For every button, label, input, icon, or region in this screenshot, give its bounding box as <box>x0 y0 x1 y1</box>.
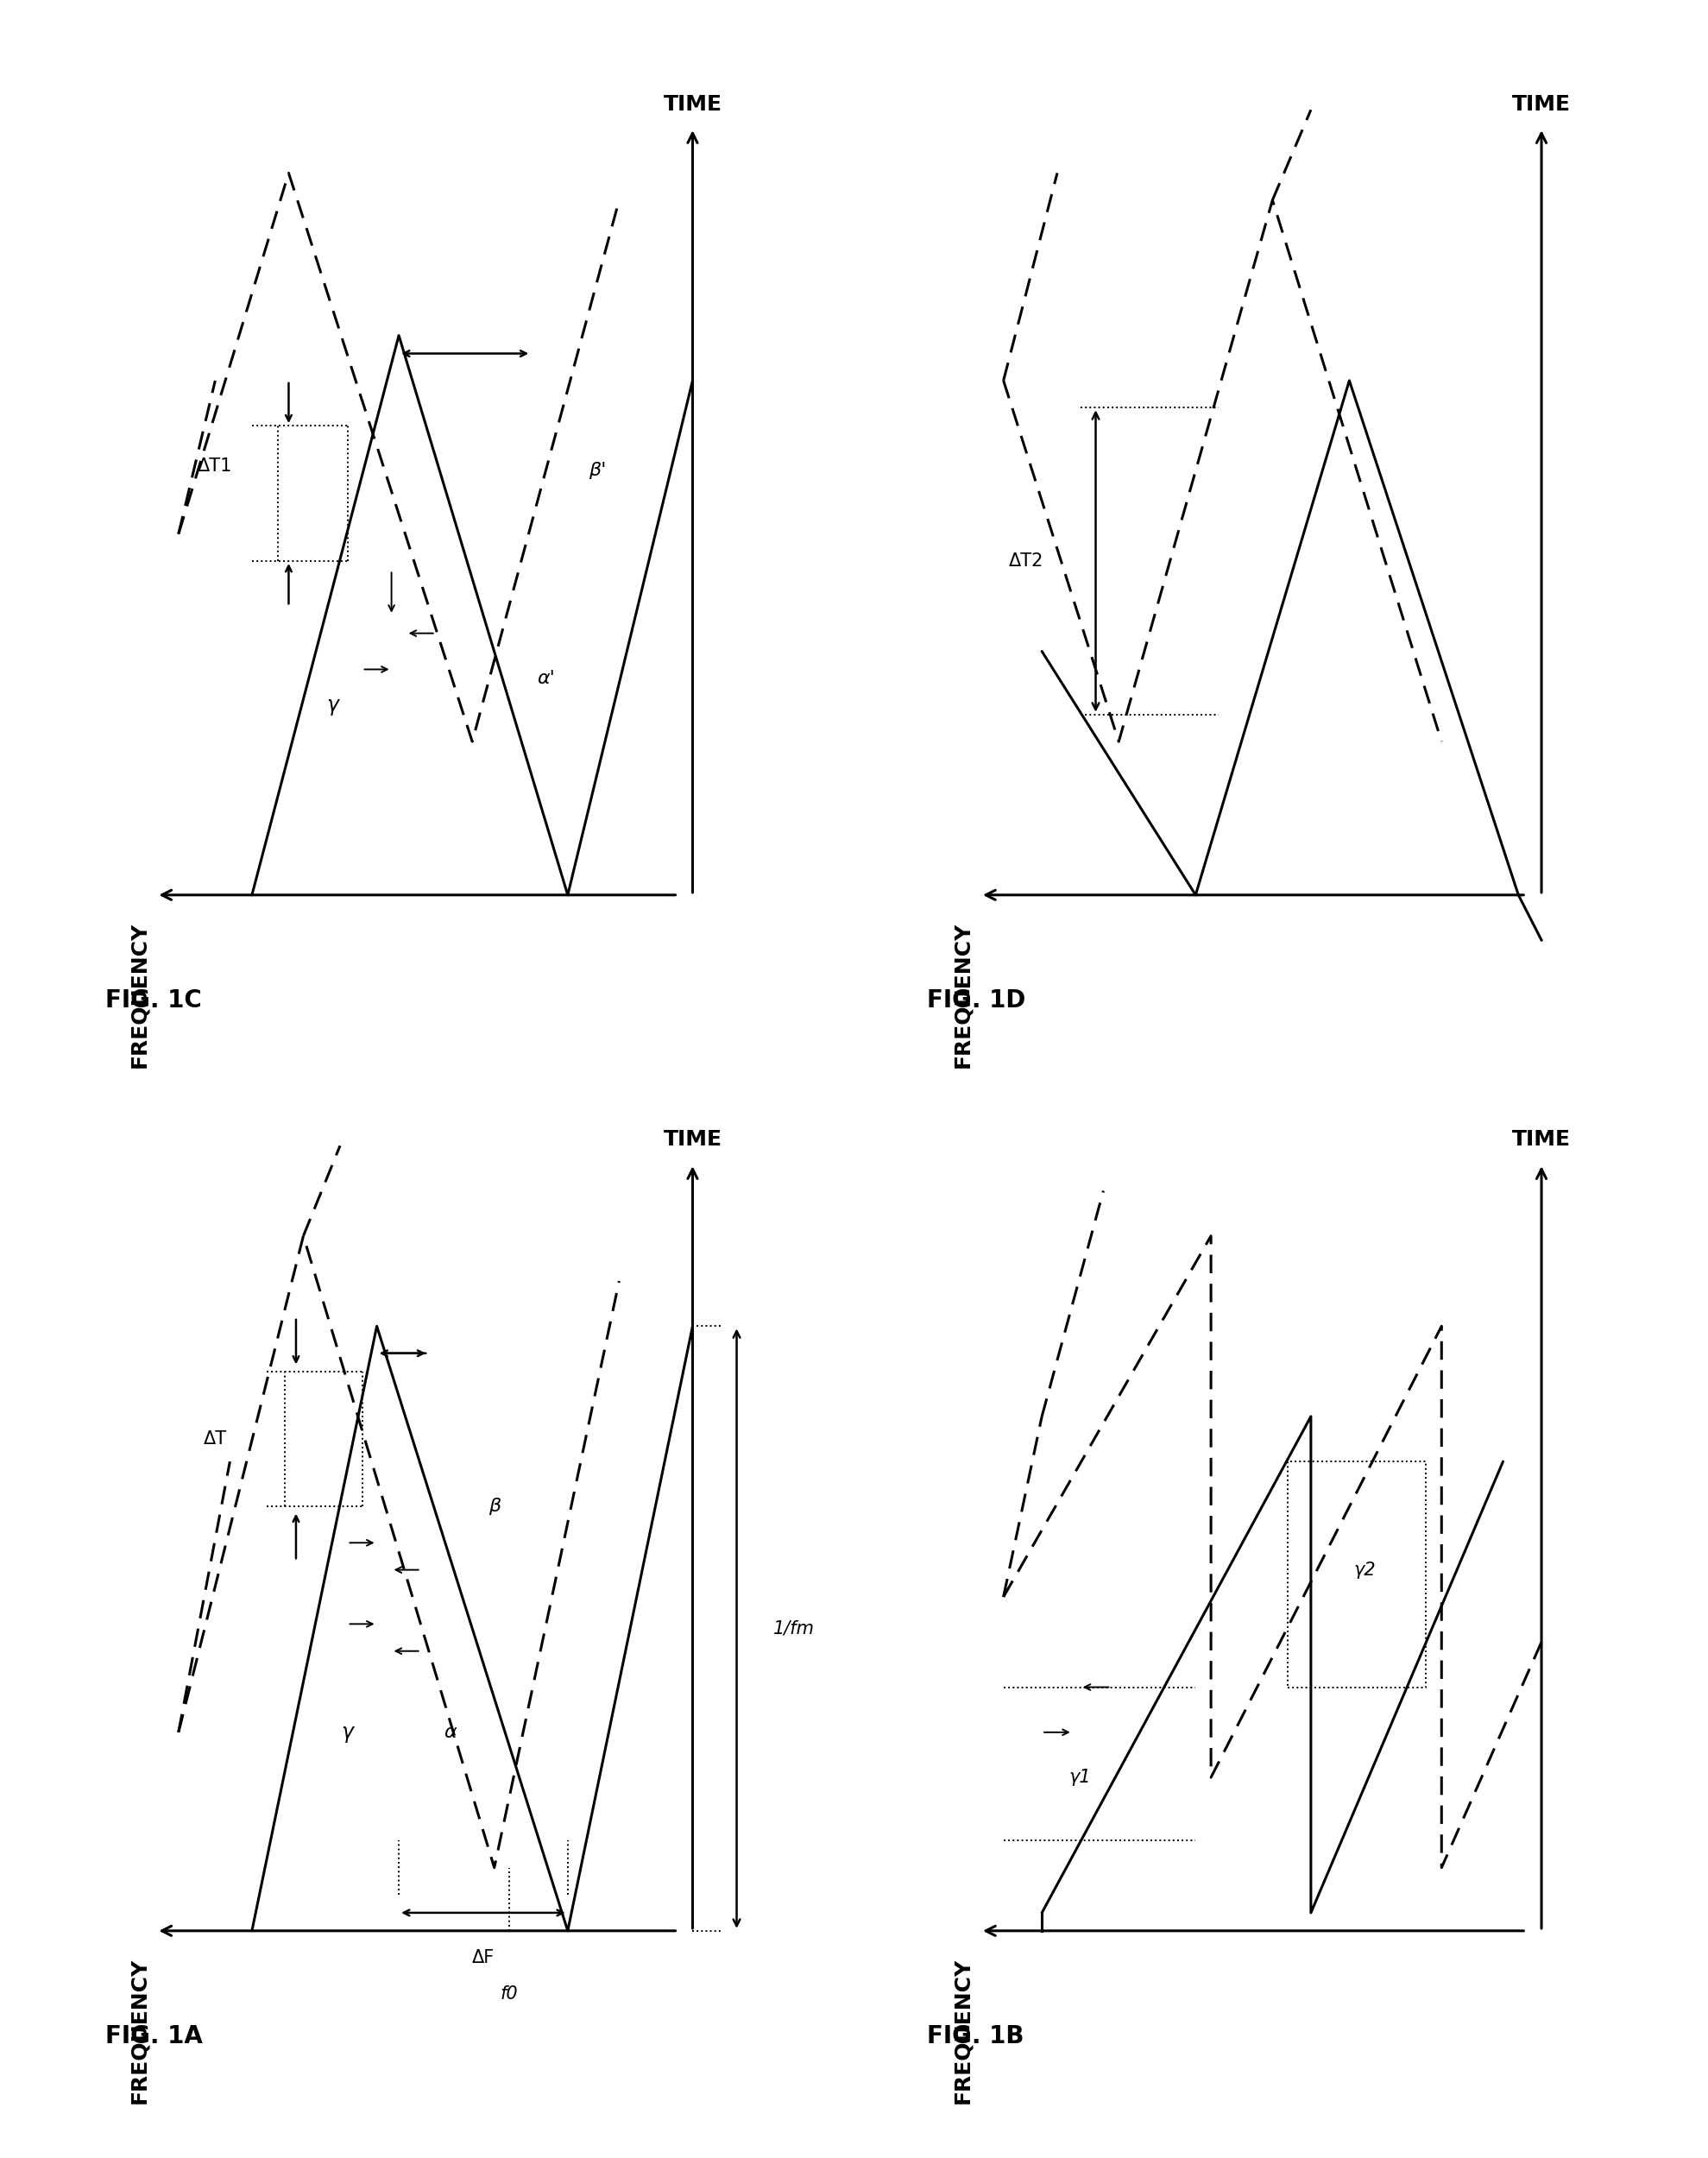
Text: FREQUENCY: FREQUENCY <box>951 921 974 1068</box>
Text: TIME: TIME <box>663 93 722 114</box>
Text: 1/fm: 1/fm <box>774 1621 815 1638</box>
Text: ΔT: ΔT <box>203 1431 227 1448</box>
Text: α: α <box>444 1724 456 1742</box>
Text: ΔF: ΔF <box>471 1949 495 1966</box>
Text: α': α' <box>536 669 555 686</box>
Text: TIME: TIME <box>1512 93 1571 114</box>
Text: β': β' <box>588 462 606 479</box>
Text: f0: f0 <box>500 1985 518 2003</box>
Text: TIME: TIME <box>1512 1129 1571 1150</box>
Text: FIG. 1B: FIG. 1B <box>926 2024 1023 2048</box>
Text: TIME: TIME <box>663 1129 722 1150</box>
Text: ΔT2: ΔT2 <box>1009 552 1044 570</box>
Text: FREQUENCY: FREQUENCY <box>128 1957 149 2104</box>
Text: FIG. 1C: FIG. 1C <box>106 988 202 1012</box>
Text: γ1: γ1 <box>1069 1770 1091 1787</box>
Text: FREQUENCY: FREQUENCY <box>951 1957 974 2104</box>
Text: γ2: γ2 <box>1354 1560 1375 1577</box>
Text: ΔT1: ΔT1 <box>198 457 232 475</box>
Text: FREQUENCY: FREQUENCY <box>128 921 149 1068</box>
Text: FIG. 1A: FIG. 1A <box>106 2024 203 2048</box>
Text: γ: γ <box>326 695 338 716</box>
Text: β: β <box>488 1498 500 1515</box>
Text: FIG. 1D: FIG. 1D <box>926 988 1025 1012</box>
Text: γ: γ <box>342 1722 354 1744</box>
